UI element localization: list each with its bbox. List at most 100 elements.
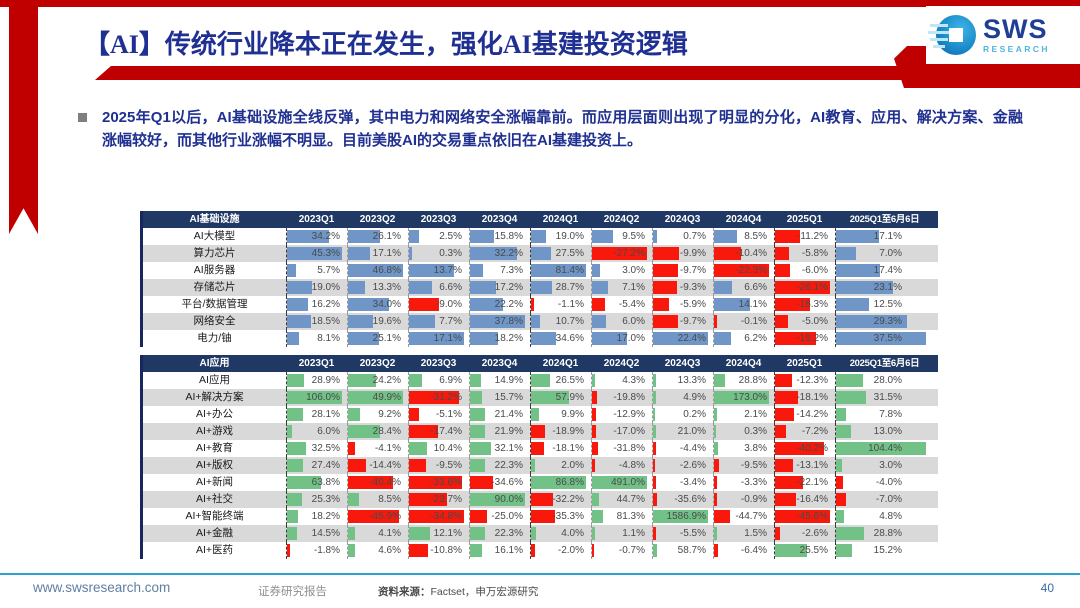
data-bar: [409, 298, 440, 311]
data-bar: [409, 264, 454, 277]
data-bar: [531, 315, 541, 328]
cell-value: 29.3%: [873, 316, 902, 327]
cell-value: 7.3%: [500, 265, 523, 276]
cell-value: 28.7%: [555, 282, 584, 293]
cell-value: -31.8%: [613, 443, 645, 454]
cell-value: 17.1%: [372, 248, 401, 259]
footer-source-label: 资料来源：: [378, 586, 431, 598]
page-number: 40: [1040, 581, 1054, 595]
data-bar: [287, 459, 304, 472]
cell-value: 15.8%: [494, 231, 523, 242]
data-bar: [592, 230, 613, 243]
data-bar: [531, 374, 550, 387]
data-bar: [592, 247, 648, 260]
row-label: AI+金融: [195, 527, 234, 539]
data-bar: [714, 544, 719, 557]
cell-value: 45.3%: [311, 248, 340, 259]
cell-value: 58.7%: [677, 545, 706, 556]
data-bar: [775, 459, 793, 472]
data-bar: [592, 544, 595, 557]
data-bar: [531, 281, 553, 294]
bullet-marker: [78, 113, 87, 122]
value-cell: 57.9%: [530, 389, 591, 406]
value-cell: 14.5%: [286, 525, 347, 542]
data-bar: [348, 476, 394, 489]
value-cell: -3.3%: [713, 474, 774, 491]
table-row: AI+金融 14.5% 4.1% 12.1% 22.3% 4.0% 1.1% -5.5% 1.5…: [143, 525, 938, 542]
data-bar: [653, 281, 678, 294]
cell-value: 27.5%: [555, 248, 584, 259]
cell-value: -6.4%: [740, 545, 767, 556]
value-cell: 25.3%: [286, 491, 347, 508]
value-cell: -1.8%: [286, 542, 347, 559]
cell-value: -34.8%: [430, 511, 462, 522]
value-cell: -4.8%: [591, 457, 652, 474]
row-label: AI应用: [199, 374, 230, 386]
data-bar: [348, 442, 355, 455]
column-header: 2024Q1: [542, 358, 579, 369]
data-bar: [836, 527, 864, 540]
value-cell: 28.8%: [713, 372, 774, 389]
cell-value: -44.7%: [735, 511, 767, 522]
data-bar: [470, 493, 526, 506]
column-header: 2025Q1: [786, 214, 823, 225]
column-header: 2023Q3: [420, 214, 457, 225]
cell-value: 17.0%: [616, 333, 645, 344]
data-bar: [470, 510, 488, 523]
sws-logo: SWS RESEARCH: [926, 6, 1080, 64]
data-bar: [836, 298, 869, 311]
data-bar: [531, 408, 540, 421]
value-cell: 46.8%: [347, 262, 408, 279]
value-cell: -10.4%: [713, 245, 774, 262]
value-cell: -40.2%: [774, 440, 835, 457]
value-cell: 9.5%: [591, 228, 652, 245]
cell-value: 28.1%: [311, 409, 340, 420]
table-row: AI+解决方案 106.0% 49.9% -31.2% 15.7% 57.9% -19.8%…: [143, 389, 938, 406]
table-row: AI+版权 27.4% -14.4% -9.5% 22.3% 2.0% -4.8% -2.6%…: [143, 457, 938, 474]
data-bar: [409, 493, 448, 506]
data-bar: [531, 459, 535, 472]
column-header: 2025Q1至6月6日: [849, 214, 920, 225]
cell-value: -0.9%: [740, 494, 767, 505]
cell-value: -12.9%: [613, 409, 645, 420]
table-row: 算力芯片 45.3% 17.1% 0.3% 32.2% 27.5% -27.2% -9.9% -…: [143, 245, 938, 262]
value-cell: -12.9%: [591, 406, 652, 423]
value-cell: 7.7%: [408, 313, 469, 330]
footer-divider: [0, 573, 1080, 575]
cell-value: -40.2%: [796, 443, 828, 454]
value-cell: -22.1%: [774, 474, 835, 491]
data-bar: [714, 425, 717, 438]
cell-value: 21.0%: [677, 426, 706, 437]
data-bar: [470, 374, 482, 387]
data-bar: [409, 442, 428, 455]
cell-value: 1.1%: [622, 528, 645, 539]
cell-value: 3.0%: [879, 460, 902, 471]
table-row: AI+社交 25.3% 8.5% -23.7% 90.0% -32.2% 44.7% -35.…: [143, 491, 938, 508]
table-row: AI应用 28.9% 24.2% 6.9% 14.9% 26.5% 4.3% 13.3% 28.…: [143, 372, 938, 389]
cell-value: 32.2%: [494, 248, 523, 259]
cell-value: -25.0%: [491, 511, 523, 522]
value-cell: 26.1%: [347, 228, 408, 245]
value-cell: 13.7%: [408, 262, 469, 279]
cell-value: -4.4%: [679, 443, 706, 454]
cell-value: 6.0%: [622, 316, 645, 327]
column-header: 2024Q1: [542, 214, 579, 225]
value-cell: -18.1%: [774, 389, 835, 406]
cell-value: 17.2%: [494, 282, 523, 293]
cell-value: 4.1%: [378, 528, 401, 539]
cell-value: 10.7%: [555, 316, 584, 327]
value-cell: 10.4%: [408, 440, 469, 457]
value-cell: 7.3%: [469, 262, 530, 279]
value-cell: -9.7%: [652, 313, 713, 330]
data-bar: [836, 230, 880, 243]
data-bar: [409, 374, 422, 387]
row-label: 存储芯片: [193, 281, 236, 293]
value-cell: 1.1%: [591, 525, 652, 542]
value-cell: 13.0%: [835, 423, 934, 440]
value-cell: 17.1%: [408, 330, 469, 347]
value-cell: -19.8%: [591, 389, 652, 406]
cell-value: 13.3%: [677, 375, 706, 386]
data-bar: [775, 281, 831, 294]
data-bar: [409, 315, 436, 328]
value-cell: 0.2%: [652, 406, 713, 423]
